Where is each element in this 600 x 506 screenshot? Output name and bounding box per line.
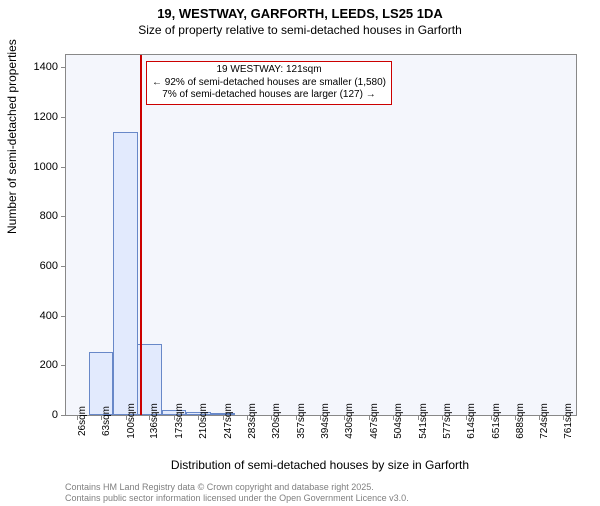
- annotation-box: 19 WESTWAY: 121sqm ← 92% of semi-detache…: [146, 61, 392, 105]
- x-tick-label: 100sqm: [126, 403, 137, 439]
- plot-area: 020040060080010001200140026sqm63sqm100sq…: [65, 54, 577, 416]
- x-tick-label: 724sqm: [539, 403, 550, 439]
- y-tick-label: 1000: [34, 161, 58, 173]
- y-tick-label: 0: [52, 409, 58, 421]
- chart-title: 19, WESTWAY, GARFORTH, LEEDS, LS25 1DA: [0, 6, 600, 21]
- x-tick-label: 541sqm: [418, 403, 429, 439]
- chart-container: 19, WESTWAY, GARFORTH, LEEDS, LS25 1DA S…: [0, 6, 600, 506]
- x-tick-label: 63sqm: [101, 406, 112, 436]
- annotation-line-3: 7% of semi-detached houses are larger (1…: [152, 89, 386, 102]
- annotation-line-1: 19 WESTWAY: 121sqm: [152, 64, 386, 77]
- y-tick-label: 600: [40, 260, 58, 272]
- histogram-bar: [113, 132, 138, 415]
- x-tick-label: 761sqm: [563, 403, 574, 439]
- y-tick: [61, 167, 66, 168]
- y-tick-label: 1400: [34, 61, 58, 73]
- footer-line-2: Contains public sector information licen…: [65, 493, 409, 504]
- x-tick-label: 394sqm: [320, 403, 331, 439]
- x-tick-label: 430sqm: [344, 403, 355, 439]
- annotation-line-2: ← 92% of semi-detached houses are smalle…: [152, 77, 386, 90]
- footer-line-1: Contains HM Land Registry data © Crown c…: [65, 482, 409, 493]
- y-tick-label: 1200: [34, 111, 58, 123]
- x-tick-label: 173sqm: [174, 403, 185, 439]
- y-tick-label: 800: [40, 210, 58, 222]
- y-tick: [61, 216, 66, 217]
- y-tick: [61, 67, 66, 68]
- y-tick: [61, 365, 66, 366]
- x-axis-label: Distribution of semi-detached houses by …: [65, 458, 575, 472]
- footer-attribution: Contains HM Land Registry data © Crown c…: [65, 482, 409, 504]
- x-tick-label: 247sqm: [223, 403, 234, 439]
- x-tick-label: 688sqm: [515, 403, 526, 439]
- x-tick-label: 283sqm: [247, 403, 258, 439]
- x-tick-label: 614sqm: [466, 403, 477, 439]
- y-axis-label: Number of semi-detached properties: [5, 39, 19, 234]
- x-tick-label: 504sqm: [393, 403, 404, 439]
- x-tick-label: 467sqm: [369, 403, 380, 439]
- y-tick: [61, 415, 66, 416]
- x-tick-label: 651sqm: [491, 403, 502, 439]
- chart-subtitle: Size of property relative to semi-detach…: [0, 23, 600, 37]
- x-tick-label: 26sqm: [77, 406, 88, 436]
- x-tick-label: 320sqm: [271, 403, 282, 439]
- reference-line: [140, 55, 142, 415]
- x-tick-label: 577sqm: [442, 403, 453, 439]
- y-tick: [61, 266, 66, 267]
- y-tick-label: 200: [40, 359, 58, 371]
- y-tick: [61, 316, 66, 317]
- y-tick-label: 400: [40, 310, 58, 322]
- x-tick-label: 357sqm: [296, 403, 307, 439]
- x-tick-label: 136sqm: [149, 403, 160, 439]
- y-tick: [61, 117, 66, 118]
- x-tick-label: 210sqm: [198, 403, 209, 439]
